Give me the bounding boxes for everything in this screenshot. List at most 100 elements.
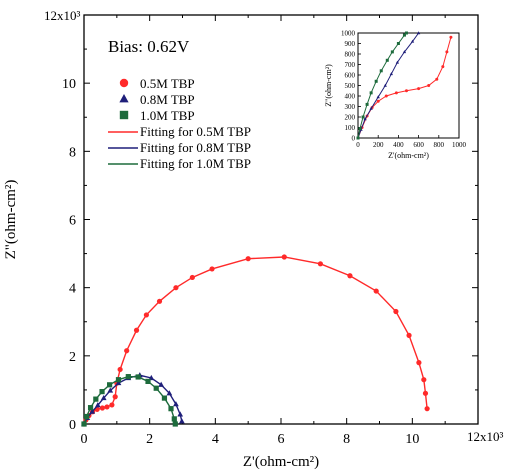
legend-marker [119, 78, 129, 88]
data-point [347, 273, 353, 279]
data-point [171, 416, 177, 422]
data-point [109, 402, 115, 408]
inset-data-point [449, 35, 453, 39]
y-multiplier-label: 12x10³ [44, 8, 81, 23]
inset-y-tick-label: 400 [345, 93, 356, 101]
data-point [89, 408, 96, 414]
inset-y-tick-label: 100 [345, 124, 356, 132]
data-point [373, 288, 379, 294]
inset-data-point [379, 69, 383, 73]
data-point [99, 405, 105, 411]
data-point [94, 402, 101, 408]
data-point [178, 418, 185, 424]
inset-data-point [389, 72, 393, 76]
inset-data-point [365, 102, 369, 106]
inset-y-tick-label: 900 [345, 40, 356, 48]
inset-data-point [384, 94, 388, 98]
x-tick-label: 6 [278, 432, 285, 447]
inset-y-tick-label: 800 [345, 51, 356, 59]
data-point [168, 406, 174, 412]
data-point [93, 396, 99, 402]
data-point [317, 261, 323, 267]
inset-data-point [361, 115, 365, 119]
inset-data-point [404, 89, 408, 93]
data-point [135, 374, 141, 380]
x-tick-label: 8 [343, 432, 350, 447]
y-axis-label: Z"(ohm-cm²) [3, 180, 19, 260]
fit-line-0 [83, 256, 428, 425]
inset-data-point [402, 50, 407, 54]
legend-marker [119, 110, 129, 120]
inset-data-point [402, 33, 406, 37]
data-point [422, 390, 429, 396]
inset-data-point [395, 60, 400, 64]
data-point [117, 366, 123, 373]
data-point [84, 413, 90, 420]
inset-y-tick-label: 500 [345, 82, 356, 90]
inset-y-tick-label: 0 [352, 135, 356, 143]
data-point [99, 389, 105, 395]
x-tick-label: 0 [81, 432, 88, 447]
data-point [107, 387, 114, 393]
inset-data-point [441, 65, 445, 69]
data-point [281, 254, 287, 260]
inset-x-tick-label: 800 [434, 141, 445, 149]
data-point [112, 394, 118, 400]
legend-label: Fitting for 1.0M TBP [140, 156, 251, 171]
data-point [161, 395, 168, 401]
data-point [115, 379, 122, 386]
inset-data-point [376, 95, 380, 99]
y-tick-label: 0 [69, 418, 76, 433]
inset-data-point [417, 87, 421, 91]
inset-y-axis-label: Z"(ohm-cm²) [324, 64, 333, 107]
data-point [166, 390, 173, 396]
inset-x-tick-label: 400 [393, 141, 404, 149]
inset-data-point [396, 42, 400, 45]
data-point [172, 421, 178, 427]
y-tick-label: 2 [69, 350, 76, 365]
data-point [156, 298, 163, 304]
x-tick-label: 2 [146, 432, 153, 447]
inset-x-axis-label: Z'(ohm-cm²) [388, 151, 429, 160]
data-point [177, 411, 184, 417]
y-tick-label: 10 [62, 77, 76, 92]
inset-data-point [385, 58, 389, 62]
x-tick-label: 4 [212, 432, 219, 447]
data-point [173, 401, 179, 407]
data-point [133, 327, 140, 333]
inset-x-tick-label: 200 [373, 141, 384, 149]
inset-data-point [435, 77, 439, 81]
data-point [100, 394, 107, 401]
data-point [173, 285, 179, 291]
y-tick-label: 4 [69, 282, 76, 297]
legend-label: 1.0M TBP [140, 108, 195, 123]
inset-data-point [394, 91, 398, 95]
inset-data-point [404, 31, 408, 35]
data-point [245, 256, 251, 262]
legend-label: 0.5M TBP [140, 76, 195, 91]
data-point [124, 348, 130, 354]
inset-y-tick-label: 600 [345, 72, 356, 80]
inset-data-point [358, 127, 362, 131]
data-point [189, 274, 195, 281]
data-point [424, 406, 430, 412]
legend-label: Fitting for 0.5M TBP [140, 124, 251, 139]
data-point [145, 378, 151, 384]
data-point [115, 377, 122, 383]
legend-label: 0.8M TBP [140, 92, 195, 107]
x-tick-label: 10 [405, 432, 419, 447]
x-axis-label: Z'(ohm-cm²) [243, 454, 319, 470]
data-point [416, 360, 422, 366]
inset-data-point [369, 91, 373, 95]
inset-y-tick-label: 300 [345, 103, 356, 111]
inset-data-point [356, 136, 360, 140]
inset-y-tick-label: 200 [345, 114, 356, 122]
legend-marker [119, 93, 129, 103]
inset-x-tick-label: 0 [356, 141, 360, 149]
inset-data-point [376, 99, 380, 103]
inset-data-point [445, 50, 449, 54]
legend-label: Fitting for 0.8M TBP [140, 140, 251, 155]
data-point [107, 382, 113, 388]
inset-frame [357, 32, 460, 139]
